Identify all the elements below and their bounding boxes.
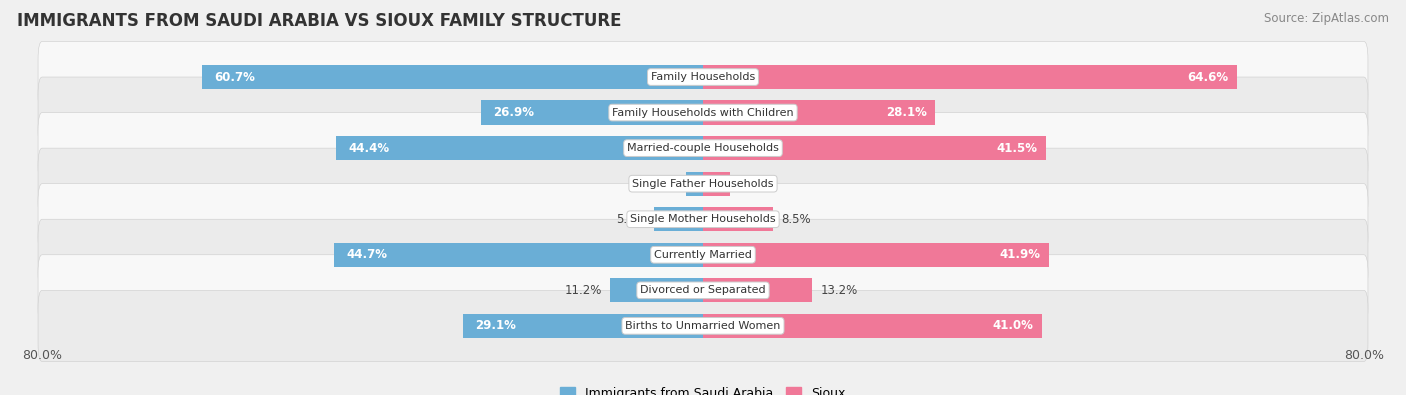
Text: 29.1%: 29.1% — [475, 320, 516, 332]
FancyBboxPatch shape — [38, 41, 1368, 113]
Bar — [703, 171, 730, 196]
FancyBboxPatch shape — [38, 113, 1368, 184]
Bar — [610, 278, 703, 303]
FancyBboxPatch shape — [38, 255, 1368, 326]
Text: 44.7%: 44.7% — [346, 248, 387, 261]
Bar — [703, 243, 1049, 267]
Bar — [703, 136, 1046, 160]
Legend: Immigrants from Saudi Arabia, Sioux: Immigrants from Saudi Arabia, Sioux — [561, 387, 845, 395]
Text: 44.4%: 44.4% — [349, 142, 389, 154]
Bar — [703, 65, 1237, 89]
FancyBboxPatch shape — [38, 184, 1368, 255]
Text: 26.9%: 26.9% — [494, 106, 534, 119]
Text: Family Households: Family Households — [651, 72, 755, 82]
Text: 13.2%: 13.2% — [820, 284, 858, 297]
Bar — [336, 136, 703, 160]
Text: Married-couple Households: Married-couple Households — [627, 143, 779, 153]
Text: 41.9%: 41.9% — [1000, 248, 1040, 261]
Bar — [201, 65, 703, 89]
Bar — [703, 278, 813, 303]
Text: Family Households with Children: Family Households with Children — [612, 107, 794, 118]
Text: 8.5%: 8.5% — [782, 213, 811, 226]
FancyBboxPatch shape — [38, 77, 1368, 148]
Text: Divorced or Separated: Divorced or Separated — [640, 285, 766, 295]
Text: 5.9%: 5.9% — [616, 213, 645, 226]
Bar — [686, 171, 703, 196]
Text: 64.6%: 64.6% — [1187, 71, 1229, 83]
Text: 41.0%: 41.0% — [993, 320, 1033, 332]
Bar — [463, 314, 703, 338]
Text: 60.7%: 60.7% — [214, 71, 254, 83]
Bar — [703, 100, 935, 125]
Text: 41.5%: 41.5% — [997, 142, 1038, 154]
Text: Single Father Households: Single Father Households — [633, 179, 773, 189]
FancyBboxPatch shape — [38, 290, 1368, 361]
Text: Source: ZipAtlas.com: Source: ZipAtlas.com — [1264, 12, 1389, 25]
Text: Currently Married: Currently Married — [654, 250, 752, 260]
Bar — [654, 207, 703, 231]
Text: 11.2%: 11.2% — [565, 284, 602, 297]
Text: Births to Unmarried Women: Births to Unmarried Women — [626, 321, 780, 331]
Text: IMMIGRANTS FROM SAUDI ARABIA VS SIOUX FAMILY STRUCTURE: IMMIGRANTS FROM SAUDI ARABIA VS SIOUX FA… — [17, 12, 621, 30]
FancyBboxPatch shape — [38, 219, 1368, 290]
Bar — [703, 207, 773, 231]
Text: 28.1%: 28.1% — [886, 106, 927, 119]
FancyBboxPatch shape — [38, 148, 1368, 219]
Text: 3.3%: 3.3% — [738, 177, 768, 190]
Text: 2.1%: 2.1% — [648, 177, 678, 190]
Bar — [703, 314, 1042, 338]
Bar — [333, 243, 703, 267]
Text: Single Mother Households: Single Mother Households — [630, 214, 776, 224]
Bar — [481, 100, 703, 125]
